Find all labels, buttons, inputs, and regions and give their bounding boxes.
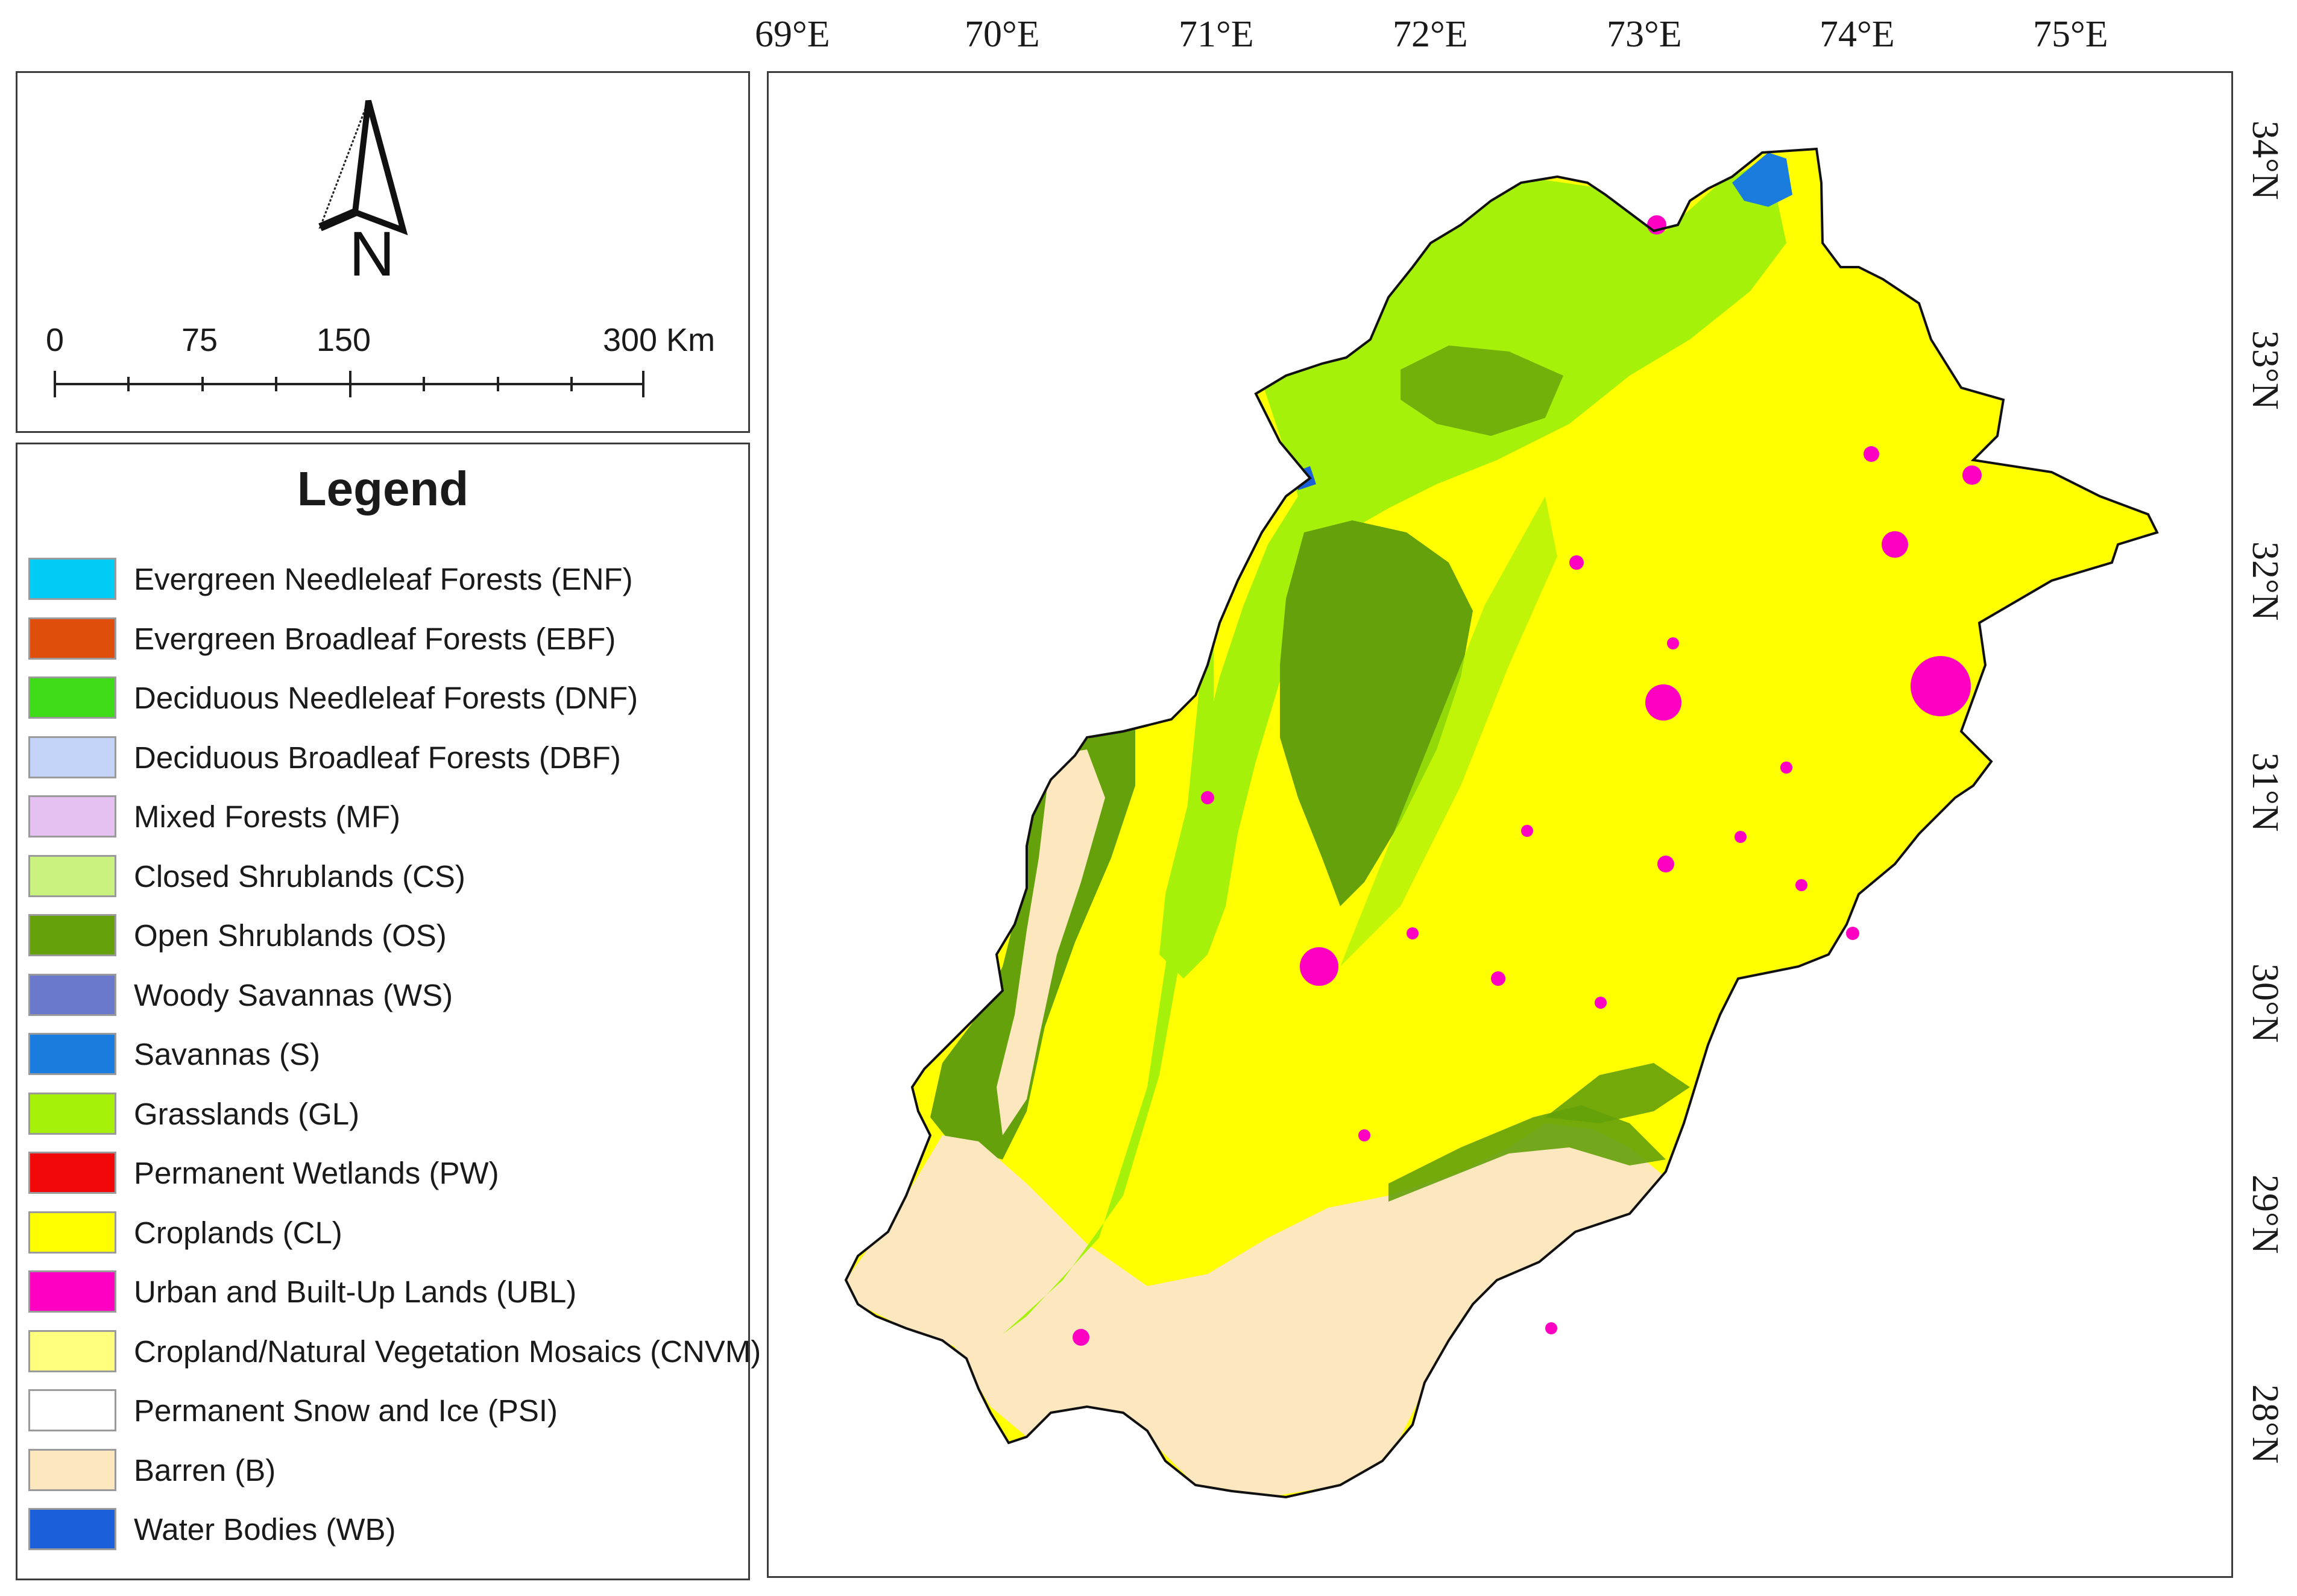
legend-item: Deciduous Broadleaf Forests (DBF) [28, 736, 740, 796]
scale-bar [54, 371, 644, 397]
legend-label: Cropland/Natural Vegetation Mosaics (CNV… [134, 1334, 761, 1369]
legend-swatch [28, 677, 116, 719]
legend-panel: Legend Evergreen Needleleaf Forests (ENF… [16, 443, 761, 1580]
legend-swatch [28, 795, 116, 837]
lon-label-70: 70°E [965, 14, 1040, 55]
legend-label: Evergreen Needleleaf Forests (ENF) [134, 562, 633, 596]
legend-label: Closed Shrublands (CS) [134, 859, 465, 894]
legend-label: Urban and Built-Up Lands (UBL) [134, 1275, 577, 1309]
legend-item: Barren (B) [28, 1448, 740, 1509]
legend-item: Urban and Built-Up Lands (UBL) [28, 1270, 740, 1330]
legend-item: Open Shrublands (OS) [28, 914, 740, 974]
lat-label-29: 29°N [2245, 1175, 2286, 1254]
scale-label-0: 0 [45, 322, 65, 358]
legend-swatch [28, 1448, 116, 1491]
legend-label: Deciduous Needleleaf Forests (DNF) [134, 681, 638, 715]
legend-swatch [28, 1033, 116, 1075]
legend-swatch [28, 914, 116, 956]
legend-item: Savannas (S) [28, 1033, 740, 1093]
legend-item: Water Bodies (WB) [28, 1508, 740, 1568]
north-arrow-icon: N [318, 99, 408, 282]
legend-label: Permanent Wetlands (PW) [134, 1156, 499, 1190]
map-frame [767, 71, 2233, 1578]
lon-label-72: 72°E [1393, 14, 1468, 55]
legend-swatch [28, 1270, 116, 1313]
scale-label-150: 150 [316, 322, 371, 358]
legend-label: Grasslands (GL) [134, 1096, 360, 1131]
legend-swatch [28, 1389, 116, 1431]
legend-label: Savannas (S) [134, 1037, 320, 1071]
scale-label-75: 75 [181, 322, 218, 358]
lat-label-30: 30°N [2245, 964, 2286, 1043]
legend-label: Barren (B) [134, 1452, 276, 1487]
north-letter: N [349, 219, 395, 282]
legend-item: Croplands (CL) [28, 1211, 740, 1271]
legend-label: Deciduous Broadleaf Forests (DBF) [134, 740, 621, 775]
legend-item: Closed Shrublands (CS) [28, 854, 740, 915]
legend-label: Water Bodies (WB) [134, 1512, 396, 1547]
legend-swatch [28, 973, 116, 1016]
legend-label: Evergreen Broadleaf Forests (EBF) [134, 621, 616, 656]
legend-item: Permanent Snow and Ice (PSI) [28, 1389, 740, 1449]
legend-swatch [28, 736, 116, 778]
legend-item: Mixed Forests (MF) [28, 795, 740, 855]
legend-label: Open Shrublands (OS) [134, 918, 447, 953]
legend-label: Woody Savannas (WS) [134, 977, 453, 1012]
lon-label-75: 75°E [2033, 14, 2108, 55]
lat-label-32: 32°N [2245, 541, 2286, 621]
legend-swatch [28, 1092, 116, 1135]
legend-label: Croplands (CL) [134, 1215, 342, 1250]
lon-label-74: 74°E [1820, 14, 1895, 55]
legend-swatch [28, 558, 116, 600]
lat-label-34: 34°N [2245, 121, 2286, 200]
legend-swatch [28, 1329, 116, 1372]
legend-label: Mixed Forests (MF) [134, 800, 401, 834]
legend-item: Grasslands (GL) [28, 1092, 740, 1152]
legend-swatch [28, 854, 116, 897]
lon-label-73: 73°E [1607, 14, 1682, 55]
scale-label-300: 300 Km [602, 322, 716, 358]
lat-label-28: 28°N [2245, 1384, 2286, 1464]
legend-swatch [28, 617, 116, 660]
legend-item: Deciduous Needleleaf Forests (DNF) [28, 677, 740, 736]
lat-label-33: 33°N [2245, 330, 2286, 410]
legend-swatch [28, 1152, 116, 1194]
legend-swatch [28, 1508, 116, 1550]
legend-title: Legend [297, 462, 469, 516]
legend-item: Evergreen Broadleaf Forests (EBF) [28, 617, 740, 677]
north-scale-panel: N 0 75 150 300 Km [16, 71, 750, 433]
legend-item: Woody Savannas (WS) [28, 973, 740, 1033]
legend-item: Permanent Wetlands (PW) [28, 1152, 740, 1211]
legend-label: Permanent Snow and Ice (PSI) [134, 1393, 558, 1428]
legend-item: Evergreen Needleleaf Forests (ENF) [28, 558, 740, 617]
legend-swatch [28, 1211, 116, 1254]
legend-item: Cropland/Natural Vegetation Mosaics (CNV… [28, 1329, 761, 1390]
legend-list: Evergreen Needleleaf Forests (ENF) Evergr… [28, 558, 761, 1568]
land-cover-map [844, 147, 2159, 1499]
lon-label-71: 71°E [1179, 14, 1254, 55]
lon-label-69: 69°E [755, 14, 830, 55]
lat-label-31: 31°N [2245, 752, 2286, 832]
